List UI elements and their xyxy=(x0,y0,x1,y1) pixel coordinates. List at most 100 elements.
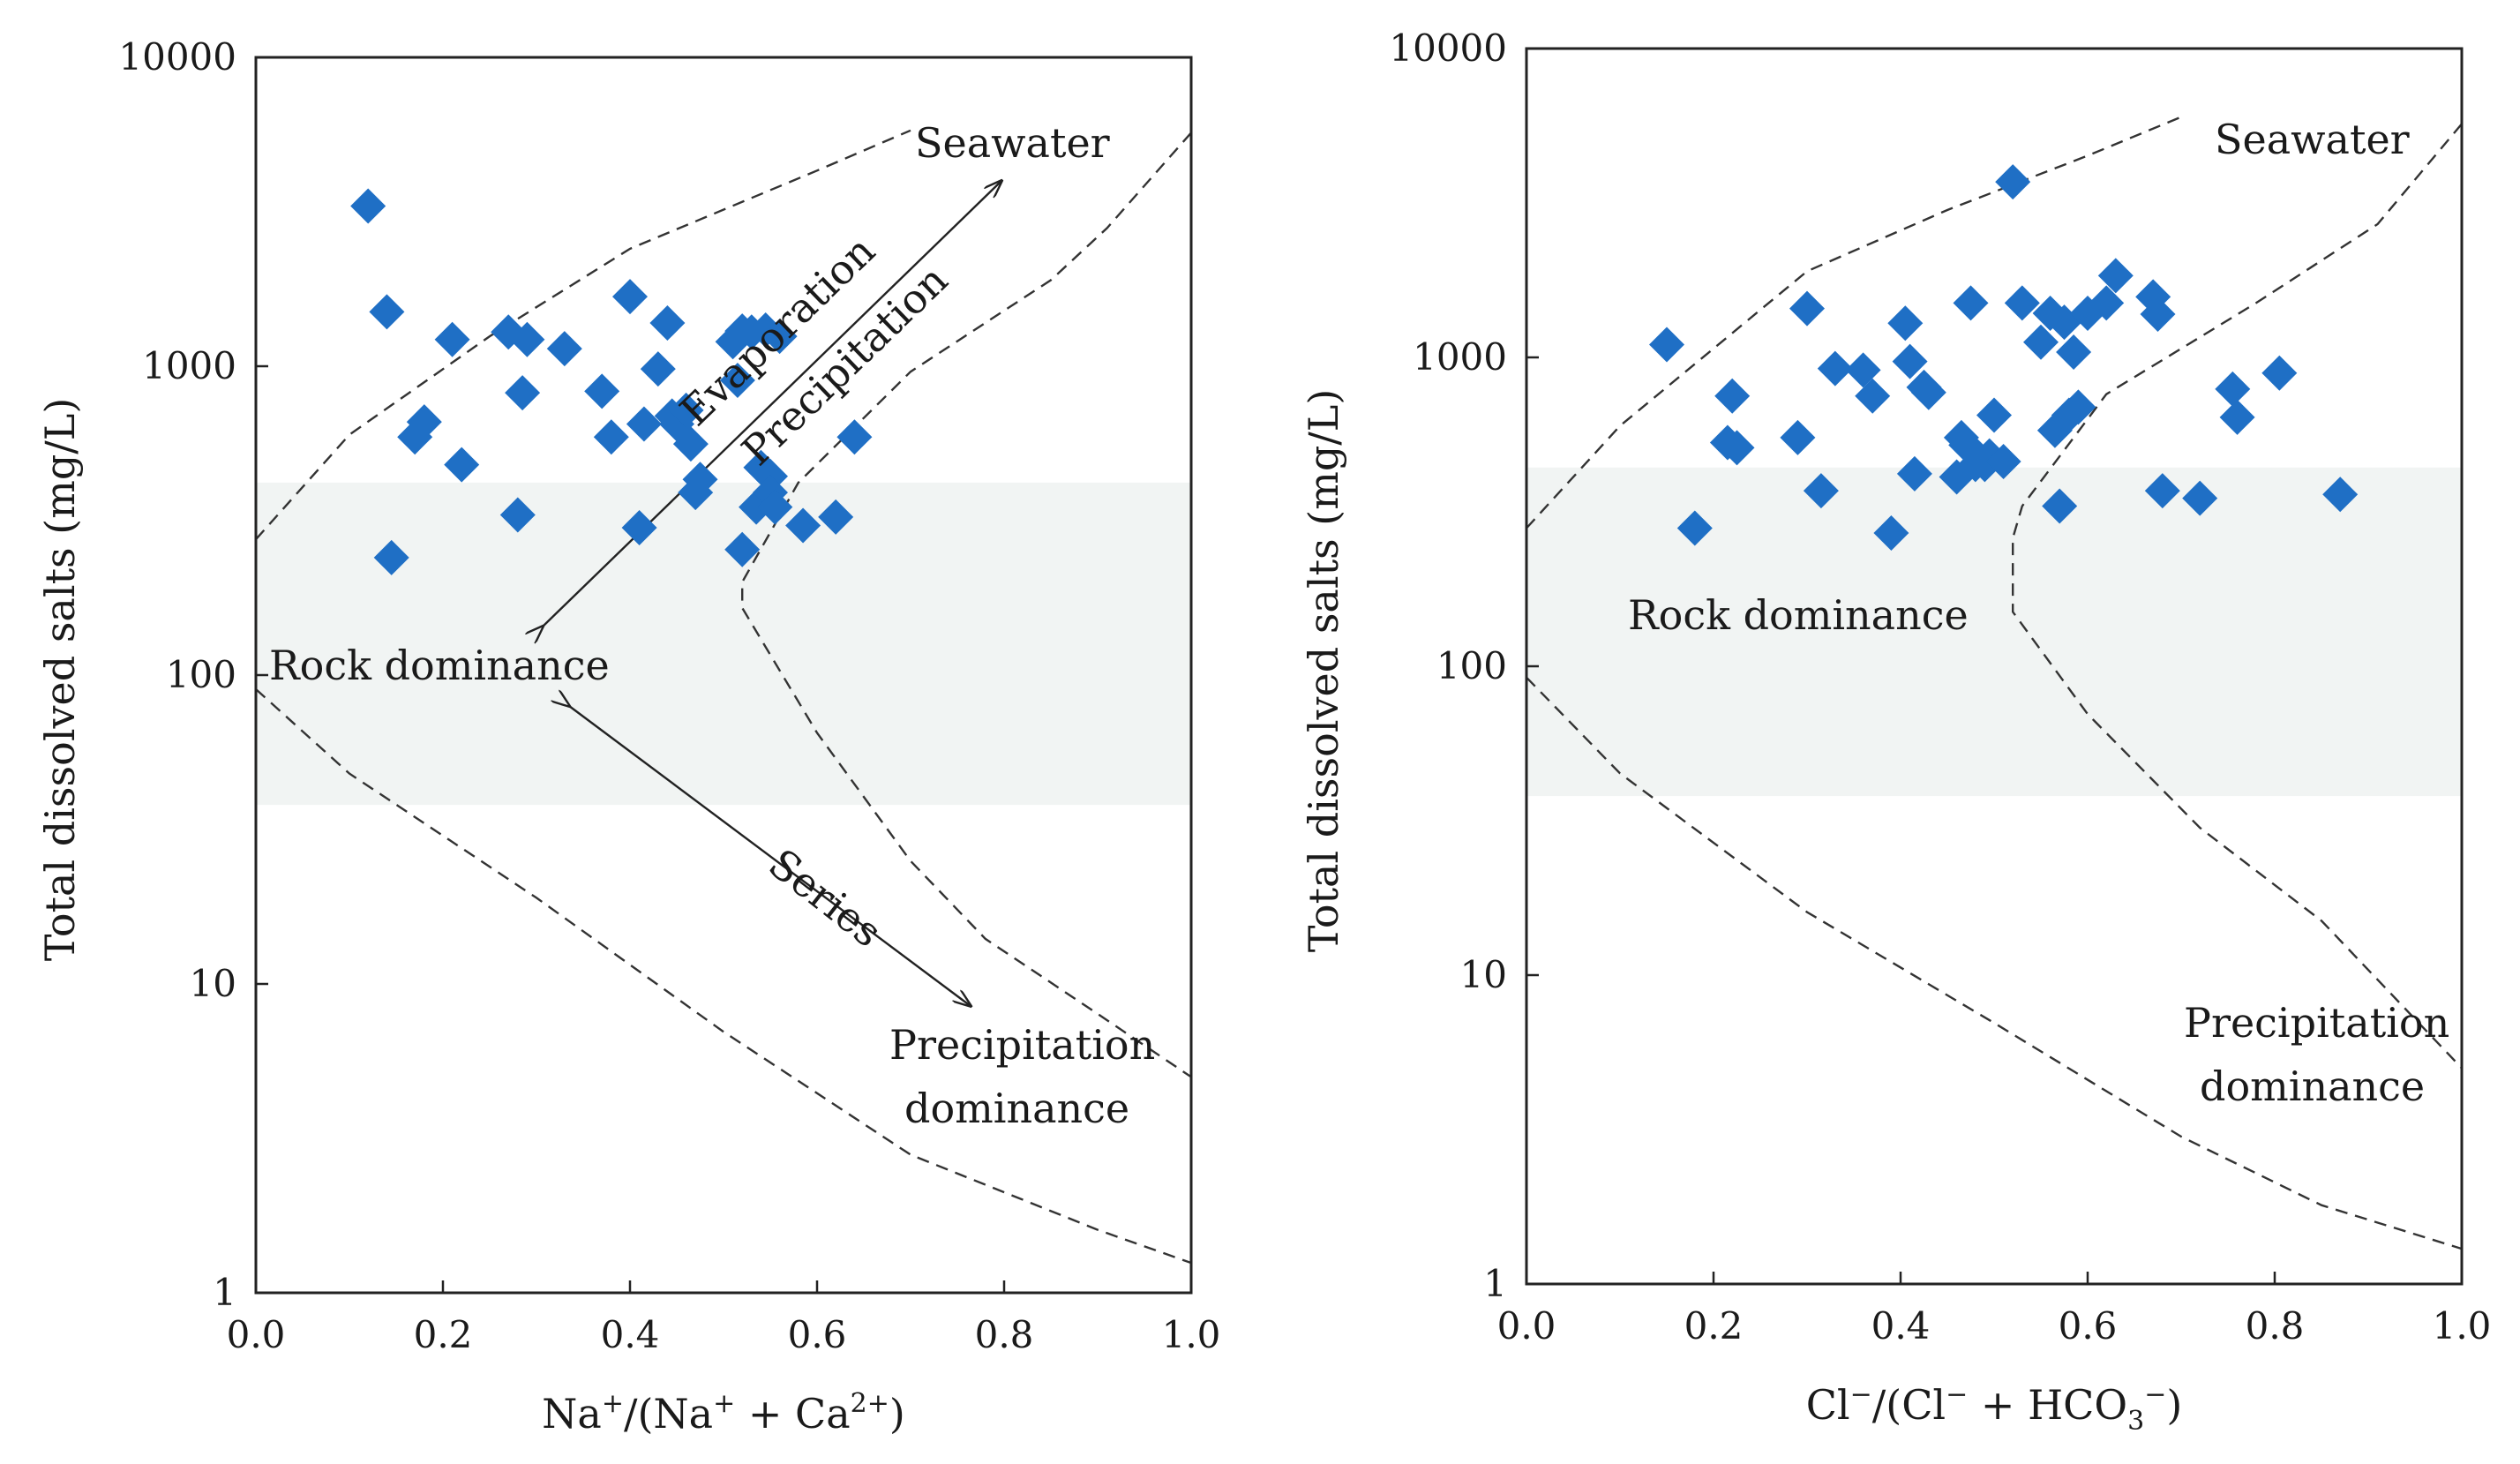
seawater-label: Seawater xyxy=(2215,116,2410,163)
seawater-label: Seawater xyxy=(915,119,1110,167)
data-point xyxy=(1896,455,1932,492)
x-tick-label: 0.0 xyxy=(1497,1304,1556,1348)
data-point xyxy=(350,188,386,224)
x-tick-label: 0.6 xyxy=(788,1313,847,1356)
x-tick-label: 1.0 xyxy=(1162,1313,1221,1356)
data-point xyxy=(509,321,545,357)
data-point xyxy=(1789,290,1825,327)
data-point xyxy=(836,419,873,455)
data-point xyxy=(761,319,798,355)
data-point xyxy=(649,305,686,342)
x-tick-label: 0.2 xyxy=(1684,1304,1744,1348)
data-point xyxy=(2219,399,2255,435)
data-point xyxy=(1887,305,1924,342)
data-point xyxy=(785,507,821,544)
x-tick-label: 0.8 xyxy=(2246,1304,2305,1348)
data-point xyxy=(2140,297,2176,333)
precipitation-dominance-label-1: Precipitation xyxy=(2184,999,2449,1047)
gibbs-plot-anions: 0.0 0.2 0.4 0.6 0.8 1.0 1 10 100 1000 10000 Seawat… xyxy=(1300,26,2491,1437)
evaporation-arrow xyxy=(543,181,1001,627)
x-tick-label: 0.0 xyxy=(227,1313,286,1356)
x-tick-label: 0.4 xyxy=(1871,1304,1931,1348)
data-point xyxy=(1676,510,1713,546)
precipitation-dominance-label-1: Precipitation xyxy=(889,1021,1155,1069)
y-tick-label: 10 xyxy=(190,962,236,1005)
y-tick-label: 100 xyxy=(166,653,236,696)
lower-envelope-line xyxy=(255,688,1192,1265)
y-tick-label: 10000 xyxy=(1389,26,1507,70)
series-arrow xyxy=(569,706,971,1006)
data-point xyxy=(2144,473,2180,509)
precipitation-dominance-label-2: dominance xyxy=(904,1085,1129,1132)
data-point xyxy=(668,392,704,428)
lower-envelope-line xyxy=(1526,676,2463,1250)
data-point xyxy=(621,510,657,546)
data-point xyxy=(672,426,709,462)
y-tick-label: 1 xyxy=(1483,1262,1507,1305)
data-point xyxy=(369,294,405,330)
data-point xyxy=(546,331,582,367)
rock-dominance-label: Rock dominance xyxy=(1628,591,1969,639)
data-point xyxy=(612,279,648,315)
x-tick-label: 0.4 xyxy=(601,1313,660,1356)
x-axis-title: Na+/(Na+ + Ca2+) xyxy=(542,1388,905,1438)
data-point xyxy=(505,375,541,411)
data-point xyxy=(1780,419,1816,455)
gibbs-plot-cations: 0.0 0.2 0.4 0.6 0.8 1.0 1 10 100 1000 10000 Seawat… xyxy=(36,35,1220,1438)
inner-envelope-line xyxy=(2012,123,2463,1070)
x-axis-title: Cl−/(Cl− + HCO3−) xyxy=(1806,1379,2183,1437)
y-tick-label: 10 xyxy=(1460,953,1507,996)
data-point xyxy=(1892,343,1928,379)
data-point xyxy=(373,539,409,575)
data-point xyxy=(2261,355,2298,391)
data-point xyxy=(1714,378,1751,414)
data-point xyxy=(724,531,761,567)
data-point xyxy=(682,462,718,498)
data-point xyxy=(1976,397,2012,433)
data-point xyxy=(719,363,755,399)
x-tick-label: 1.0 xyxy=(2433,1304,2492,1348)
x-tick-label: 0.8 xyxy=(975,1313,1034,1356)
data-point xyxy=(2004,285,2040,321)
y-tick-label: 100 xyxy=(1436,644,1507,687)
data-point xyxy=(2042,488,2078,524)
upper-envelope-line xyxy=(255,129,911,540)
data-points xyxy=(350,188,873,575)
y-tick-label: 10000 xyxy=(118,35,236,79)
data-point xyxy=(593,419,629,455)
axis-ticks: 0.0 0.2 0.4 0.6 0.8 1.0 1 10 100 1000 10000 xyxy=(118,35,1220,1356)
data-point xyxy=(584,373,620,409)
data-point xyxy=(640,351,676,387)
data-point xyxy=(2097,258,2134,294)
x-tick-label: 0.6 xyxy=(2059,1304,2118,1348)
data-point xyxy=(406,404,442,440)
data-point xyxy=(1995,164,2031,200)
x-tick-label: 0.2 xyxy=(414,1313,473,1356)
data-point xyxy=(499,497,536,533)
data-point xyxy=(434,321,470,357)
envelope-lines xyxy=(1526,116,2463,1250)
y-tick-label: 1 xyxy=(213,1271,236,1314)
rock-dominance-band xyxy=(1526,467,2462,797)
data-point xyxy=(1855,378,1891,414)
data-point xyxy=(1910,374,1946,410)
data-point xyxy=(2215,371,2251,407)
data-point xyxy=(2060,389,2096,425)
rock-dominance-label: Rock dominance xyxy=(269,642,610,689)
data-point xyxy=(1985,444,2021,480)
data-point xyxy=(1649,327,1684,363)
y-axis-title: Total dissolved salts (mg/L) xyxy=(36,398,84,962)
y-axis-title: Total dissolved salts (mg/L) xyxy=(1300,389,1347,953)
data-point xyxy=(444,447,480,483)
data-points xyxy=(1649,164,2359,552)
data-point xyxy=(1873,515,1909,552)
data-point xyxy=(2322,477,2359,513)
data-point xyxy=(626,406,662,442)
y-tick-label: 1000 xyxy=(1413,335,1507,379)
data-point xyxy=(757,489,793,525)
data-point xyxy=(1953,285,1989,321)
trend-arrows xyxy=(543,181,1001,1006)
data-point xyxy=(1719,430,1755,466)
y-tick-label: 1000 xyxy=(142,344,236,387)
